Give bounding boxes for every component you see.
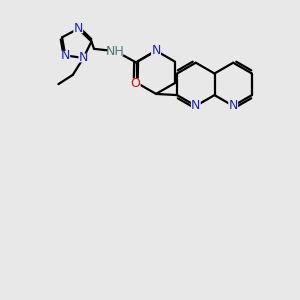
Text: N: N <box>61 49 70 62</box>
Text: N: N <box>229 99 238 112</box>
Text: NH: NH <box>106 45 125 58</box>
FancyBboxPatch shape <box>73 24 83 33</box>
FancyBboxPatch shape <box>79 53 88 62</box>
Text: O: O <box>131 76 141 89</box>
FancyBboxPatch shape <box>60 51 70 60</box>
FancyBboxPatch shape <box>108 47 123 56</box>
Text: N: N <box>79 52 88 64</box>
FancyBboxPatch shape <box>191 101 201 110</box>
Text: N: N <box>151 44 161 57</box>
FancyBboxPatch shape <box>151 46 161 55</box>
Text: N: N <box>191 99 200 112</box>
Text: N: N <box>74 22 83 35</box>
FancyBboxPatch shape <box>228 101 238 110</box>
FancyBboxPatch shape <box>131 79 141 88</box>
